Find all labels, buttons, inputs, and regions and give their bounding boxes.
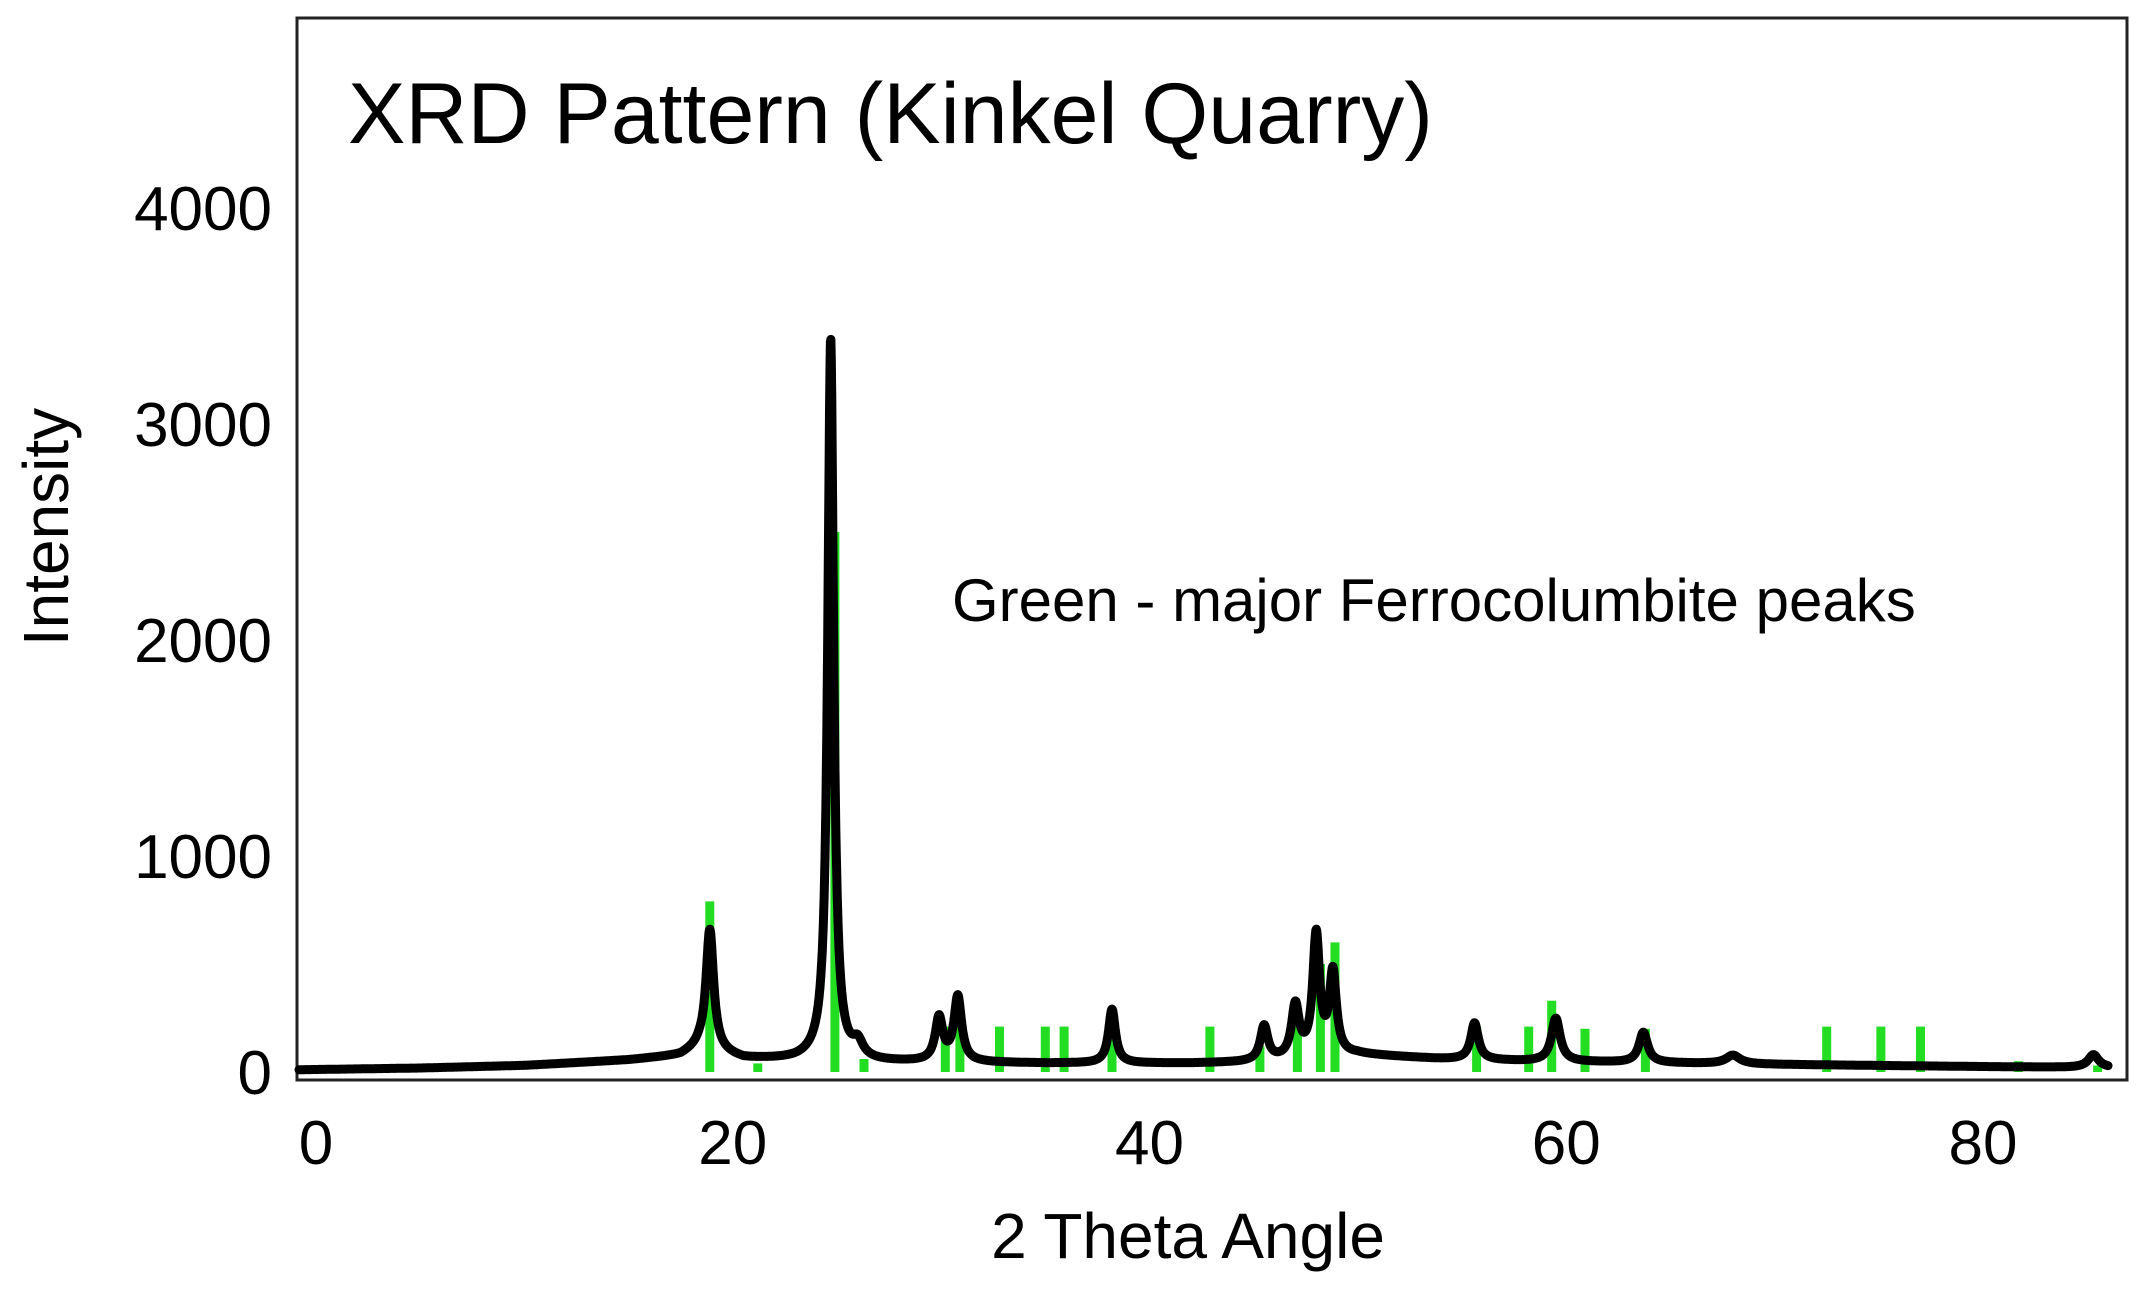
ferrocolumbite-peak-bar (1472, 1026, 1482, 1072)
ferrocolumbite-peak-bar (1205, 1026, 1215, 1072)
ferrocolumbite-peak-bar (1315, 964, 1325, 1072)
ferrocolumbite-peak-bar (753, 1063, 763, 1072)
x-tick-label: 20 (698, 1109, 767, 1178)
x-tick-label: 0 (299, 1109, 333, 1178)
ferrocolumbite-peak-bar (1059, 1026, 1069, 1072)
ferrocolumbite-peak-bar (1580, 1028, 1590, 1072)
ferrocolumbite-peak-bar (1916, 1026, 1925, 1072)
chart-title: XRD Pattern (Kinkel Quarry) (348, 66, 1433, 162)
ferrocolumbite-peak-bar (995, 1026, 1004, 1072)
x-tick-label: 60 (1532, 1109, 1601, 1178)
x-axis-label: 2 Theta Angle (991, 1200, 1385, 1272)
x-axis-ticks: 0 20 40 60 80 (299, 1109, 2018, 1178)
ferrocolumbite-peak-bar (1292, 1026, 1302, 1072)
y-tick-label: 2000 (134, 607, 272, 676)
x-tick-label: 80 (1949, 1109, 2018, 1178)
y-axis-ticks: 0 1000 2000 3000 4000 (134, 175, 272, 1108)
y-tick-label: 1000 (134, 823, 272, 892)
y-tick-label: 3000 (134, 391, 272, 460)
annotation-text: Green - major Ferrocolumbite peaks (952, 567, 1916, 634)
xrd-pattern-line (294, 334, 2113, 1075)
ferrocolumbite-peak-bar (1524, 1026, 1534, 1072)
ferrocolumbite-peak-bar (1822, 1026, 1832, 1072)
y-tick-label: 0 (238, 1039, 272, 1108)
plot-area (295, 16, 2129, 1082)
ferrocolumbite-peak-bar (2093, 1065, 2103, 1072)
x-tick-label: 40 (1115, 1109, 1184, 1178)
ferrocolumbite-peak-bar (955, 1026, 965, 1072)
ferrocolumbite-peak-bar (1255, 1046, 1265, 1072)
y-axis-label: Intensity (10, 408, 82, 646)
ferrocolumbite-peak-bar (1876, 1026, 1886, 1072)
ferrocolumbite-peak-bar (940, 1026, 950, 1072)
ferrocolumbite-peak-bar (1107, 1028, 1117, 1072)
ferrocolumbite-peak-bar (859, 1059, 869, 1072)
ferrocolumbite-peak-bar (1040, 1026, 1050, 1072)
y-tick-label: 4000 (134, 175, 272, 244)
